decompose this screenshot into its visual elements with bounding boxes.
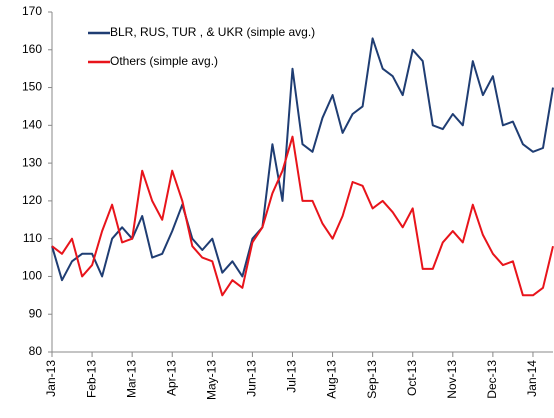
series-line	[51, 37, 554, 282]
x-tick-label: Dec-13	[485, 360, 499, 399]
x-tick-label: Sep-13	[365, 360, 379, 399]
y-tick-label: 120	[22, 193, 42, 207]
y-tick-label: 90	[29, 306, 43, 320]
series-line	[51, 135, 554, 297]
legend-label: Others (simple avg.)	[110, 54, 218, 68]
x-tick-label: Jan-14	[525, 360, 539, 397]
y-tick-label: 80	[29, 344, 43, 358]
y-tick-label: 130	[22, 155, 42, 169]
y-tick-label: 150	[22, 80, 42, 94]
x-tick-label: Feb-13	[84, 360, 98, 398]
y-tick-label: 100	[22, 269, 42, 283]
y-tick-label: 110	[23, 231, 42, 245]
y-tick-label: 170	[22, 4, 42, 18]
y-tick-label: 140	[22, 118, 42, 132]
x-tick-label: Jan-13	[44, 360, 58, 397]
x-tick-label: Jun-13	[245, 360, 259, 397]
x-tick-label: Nov-13	[445, 360, 459, 399]
legend-label: BLR, RUS, TUR , & UKR (simple avg.)	[110, 25, 315, 39]
x-tick-label: Aug-13	[325, 360, 339, 399]
x-tick-label: Oct-13	[405, 360, 419, 396]
y-tick-label: 160	[22, 42, 42, 56]
x-tick-label: Jul-13	[285, 360, 299, 393]
x-tick-label: Apr-13	[164, 360, 178, 396]
x-tick-label: May-13	[204, 360, 218, 400]
x-tick-label: Mar-13	[124, 360, 138, 398]
